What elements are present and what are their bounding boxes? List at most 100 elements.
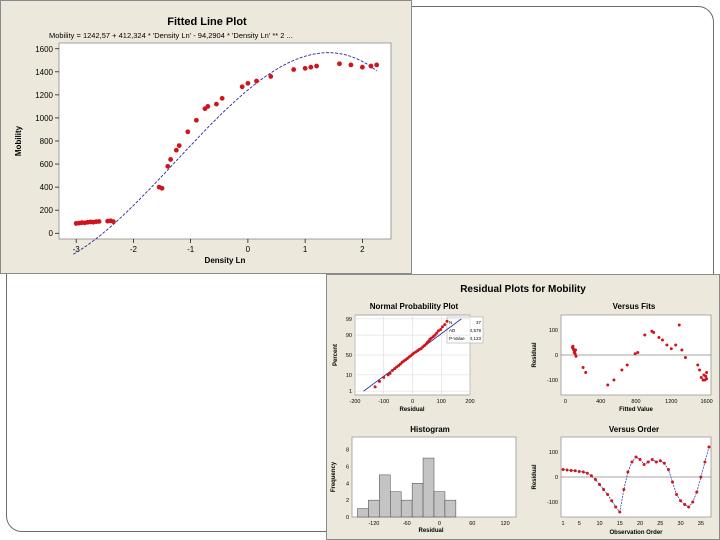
vfits-data-point bbox=[698, 368, 702, 372]
vorder-data-point bbox=[589, 474, 593, 478]
fitted-plot-area bbox=[58, 42, 392, 240]
vorder-data-point bbox=[598, 483, 602, 486]
hist-xtick-label: 60 bbox=[469, 521, 475, 527]
vfits-xtick-label: 800 bbox=[631, 399, 640, 405]
vfits-ytick-label: 0 bbox=[555, 353, 558, 359]
residual-plots-panel: Residual Plots for Mobility Normal Proba… bbox=[326, 274, 720, 540]
fit-data-point bbox=[368, 63, 374, 69]
hist-xtick-label: -120 bbox=[368, 521, 379, 527]
residual-panel-title: Residual Plots for Mobility bbox=[460, 284, 586, 295]
npp-ytick-label: 99 bbox=[346, 317, 352, 323]
npp-xtick-label: -100 bbox=[378, 399, 389, 405]
vfits-data-point bbox=[657, 336, 661, 339]
npp-xtick-label: 200 bbox=[465, 399, 474, 405]
vfits-data-point bbox=[699, 376, 703, 379]
vorder-data-point bbox=[561, 468, 565, 471]
vorder-data-point bbox=[614, 505, 618, 509]
fitted-plot-equation: Mobility = 1242,57 + 412,324 * 'Density … bbox=[49, 31, 293, 40]
npp-data-point bbox=[386, 373, 390, 377]
fit-data-point bbox=[168, 157, 174, 162]
vfits-data-point bbox=[636, 351, 640, 354]
npp-xtick-label: 100 bbox=[437, 399, 446, 405]
hist-ytick-label: 4 bbox=[346, 481, 349, 487]
vorder-data-point bbox=[593, 478, 597, 481]
fit-data-point bbox=[291, 67, 297, 72]
vorder-xtick-label: 30 bbox=[678, 521, 684, 527]
vorder-xtick-label: 10 bbox=[596, 521, 602, 527]
npp-data-point bbox=[390, 368, 394, 372]
hist-xtick-label: 0 bbox=[438, 521, 441, 527]
npp-stat-p-label: P-Value bbox=[449, 336, 465, 341]
vfits-data-point bbox=[705, 377, 709, 381]
vorder-data-point bbox=[618, 510, 622, 514]
vorder-data-point bbox=[581, 470, 585, 474]
vorder-data-point bbox=[577, 470, 581, 473]
hist-ylabel: Frequency bbox=[331, 461, 337, 492]
hist-bar bbox=[357, 508, 369, 518]
npp-data-point bbox=[393, 367, 397, 371]
vfits-ylabel: Residual bbox=[532, 342, 538, 367]
vorder-ytick-label: 0 bbox=[555, 475, 558, 481]
npp-data-point bbox=[388, 371, 392, 375]
npp-title: Normal Probability Plot bbox=[370, 302, 459, 311]
hist-title: Histogram bbox=[410, 425, 450, 434]
npp-ytick-label: 10 bbox=[346, 373, 352, 379]
fit-data-point bbox=[96, 219, 102, 224]
vfits-title: Versus Fits bbox=[613, 302, 656, 311]
vfits-data-point bbox=[643, 333, 647, 337]
vfits-data-point bbox=[625, 363, 629, 367]
fit-data-point bbox=[254, 78, 259, 84]
vfits-data-point bbox=[633, 352, 637, 356]
fit-xtick-label: -3 bbox=[73, 245, 81, 254]
npp-data-point bbox=[443, 323, 447, 327]
npp-ytick-label: 90 bbox=[346, 333, 352, 339]
fit-data-point bbox=[159, 185, 165, 191]
vorder-xtick-label: 1 bbox=[561, 521, 564, 527]
vfits-data-point bbox=[704, 374, 708, 378]
vorder-data-point bbox=[662, 461, 666, 465]
hist-ytick-label: 6 bbox=[346, 464, 349, 470]
vorder-data-point bbox=[679, 499, 683, 503]
npp-stat-n-value: 37 bbox=[476, 320, 482, 325]
vorder-data-point bbox=[699, 475, 703, 479]
vorder-data-point bbox=[654, 460, 658, 464]
vfits-data-point bbox=[574, 348, 578, 352]
npp-ytick-label: 50 bbox=[346, 353, 352, 359]
npp-stat-ad-value: 0,578 bbox=[470, 328, 482, 333]
npp-stat-ad-label: AD bbox=[449, 328, 456, 333]
fit-ytick-label: 400 bbox=[40, 183, 54, 192]
hist-xlabel: Residual bbox=[418, 528, 443, 534]
hist-bar bbox=[400, 499, 413, 518]
fit-ytick-label: 1200 bbox=[35, 91, 53, 100]
vorder-data-point bbox=[707, 445, 711, 449]
fit-xtick-label: 2 bbox=[360, 245, 365, 254]
hist-ytick-label: 0 bbox=[346, 515, 349, 521]
vfits-xtick-label: 400 bbox=[596, 399, 605, 405]
vorder-ytick-label: -100 bbox=[547, 500, 558, 506]
fit-ytick-label: 1000 bbox=[35, 114, 53, 123]
vfits-data-point bbox=[705, 371, 709, 374]
vorder-title: Versus Order bbox=[609, 425, 659, 434]
vorder-data-point bbox=[687, 505, 691, 509]
fit-ytick-label: 1600 bbox=[35, 45, 53, 54]
fit-data-point bbox=[176, 143, 182, 149]
vfits-xtick-label: 1200 bbox=[665, 399, 677, 405]
vfits-ytick-label: 100 bbox=[549, 328, 558, 334]
npp-ylabel: Percent bbox=[333, 344, 339, 366]
hist-bar bbox=[379, 474, 391, 518]
fit-data-point bbox=[193, 117, 199, 123]
npp-data-point bbox=[382, 375, 386, 379]
vorder-data-point bbox=[695, 490, 699, 494]
vorder-data-point bbox=[642, 463, 646, 466]
hist-bar bbox=[390, 491, 402, 518]
vfits-data-point bbox=[680, 348, 684, 352]
residual-plots: Residual Plots for Mobility Normal Proba… bbox=[331, 284, 713, 536]
vorder-ytick-label: 100 bbox=[549, 450, 558, 456]
hist-bar bbox=[411, 483, 424, 518]
vorder-xtick-label: 5 bbox=[578, 521, 581, 527]
vfits-data-point bbox=[683, 356, 687, 359]
fit-data-point bbox=[205, 104, 211, 109]
vorder-data-point bbox=[646, 460, 650, 464]
fit-xtick-label: -2 bbox=[130, 245, 138, 254]
vorder-data-point bbox=[691, 500, 695, 504]
